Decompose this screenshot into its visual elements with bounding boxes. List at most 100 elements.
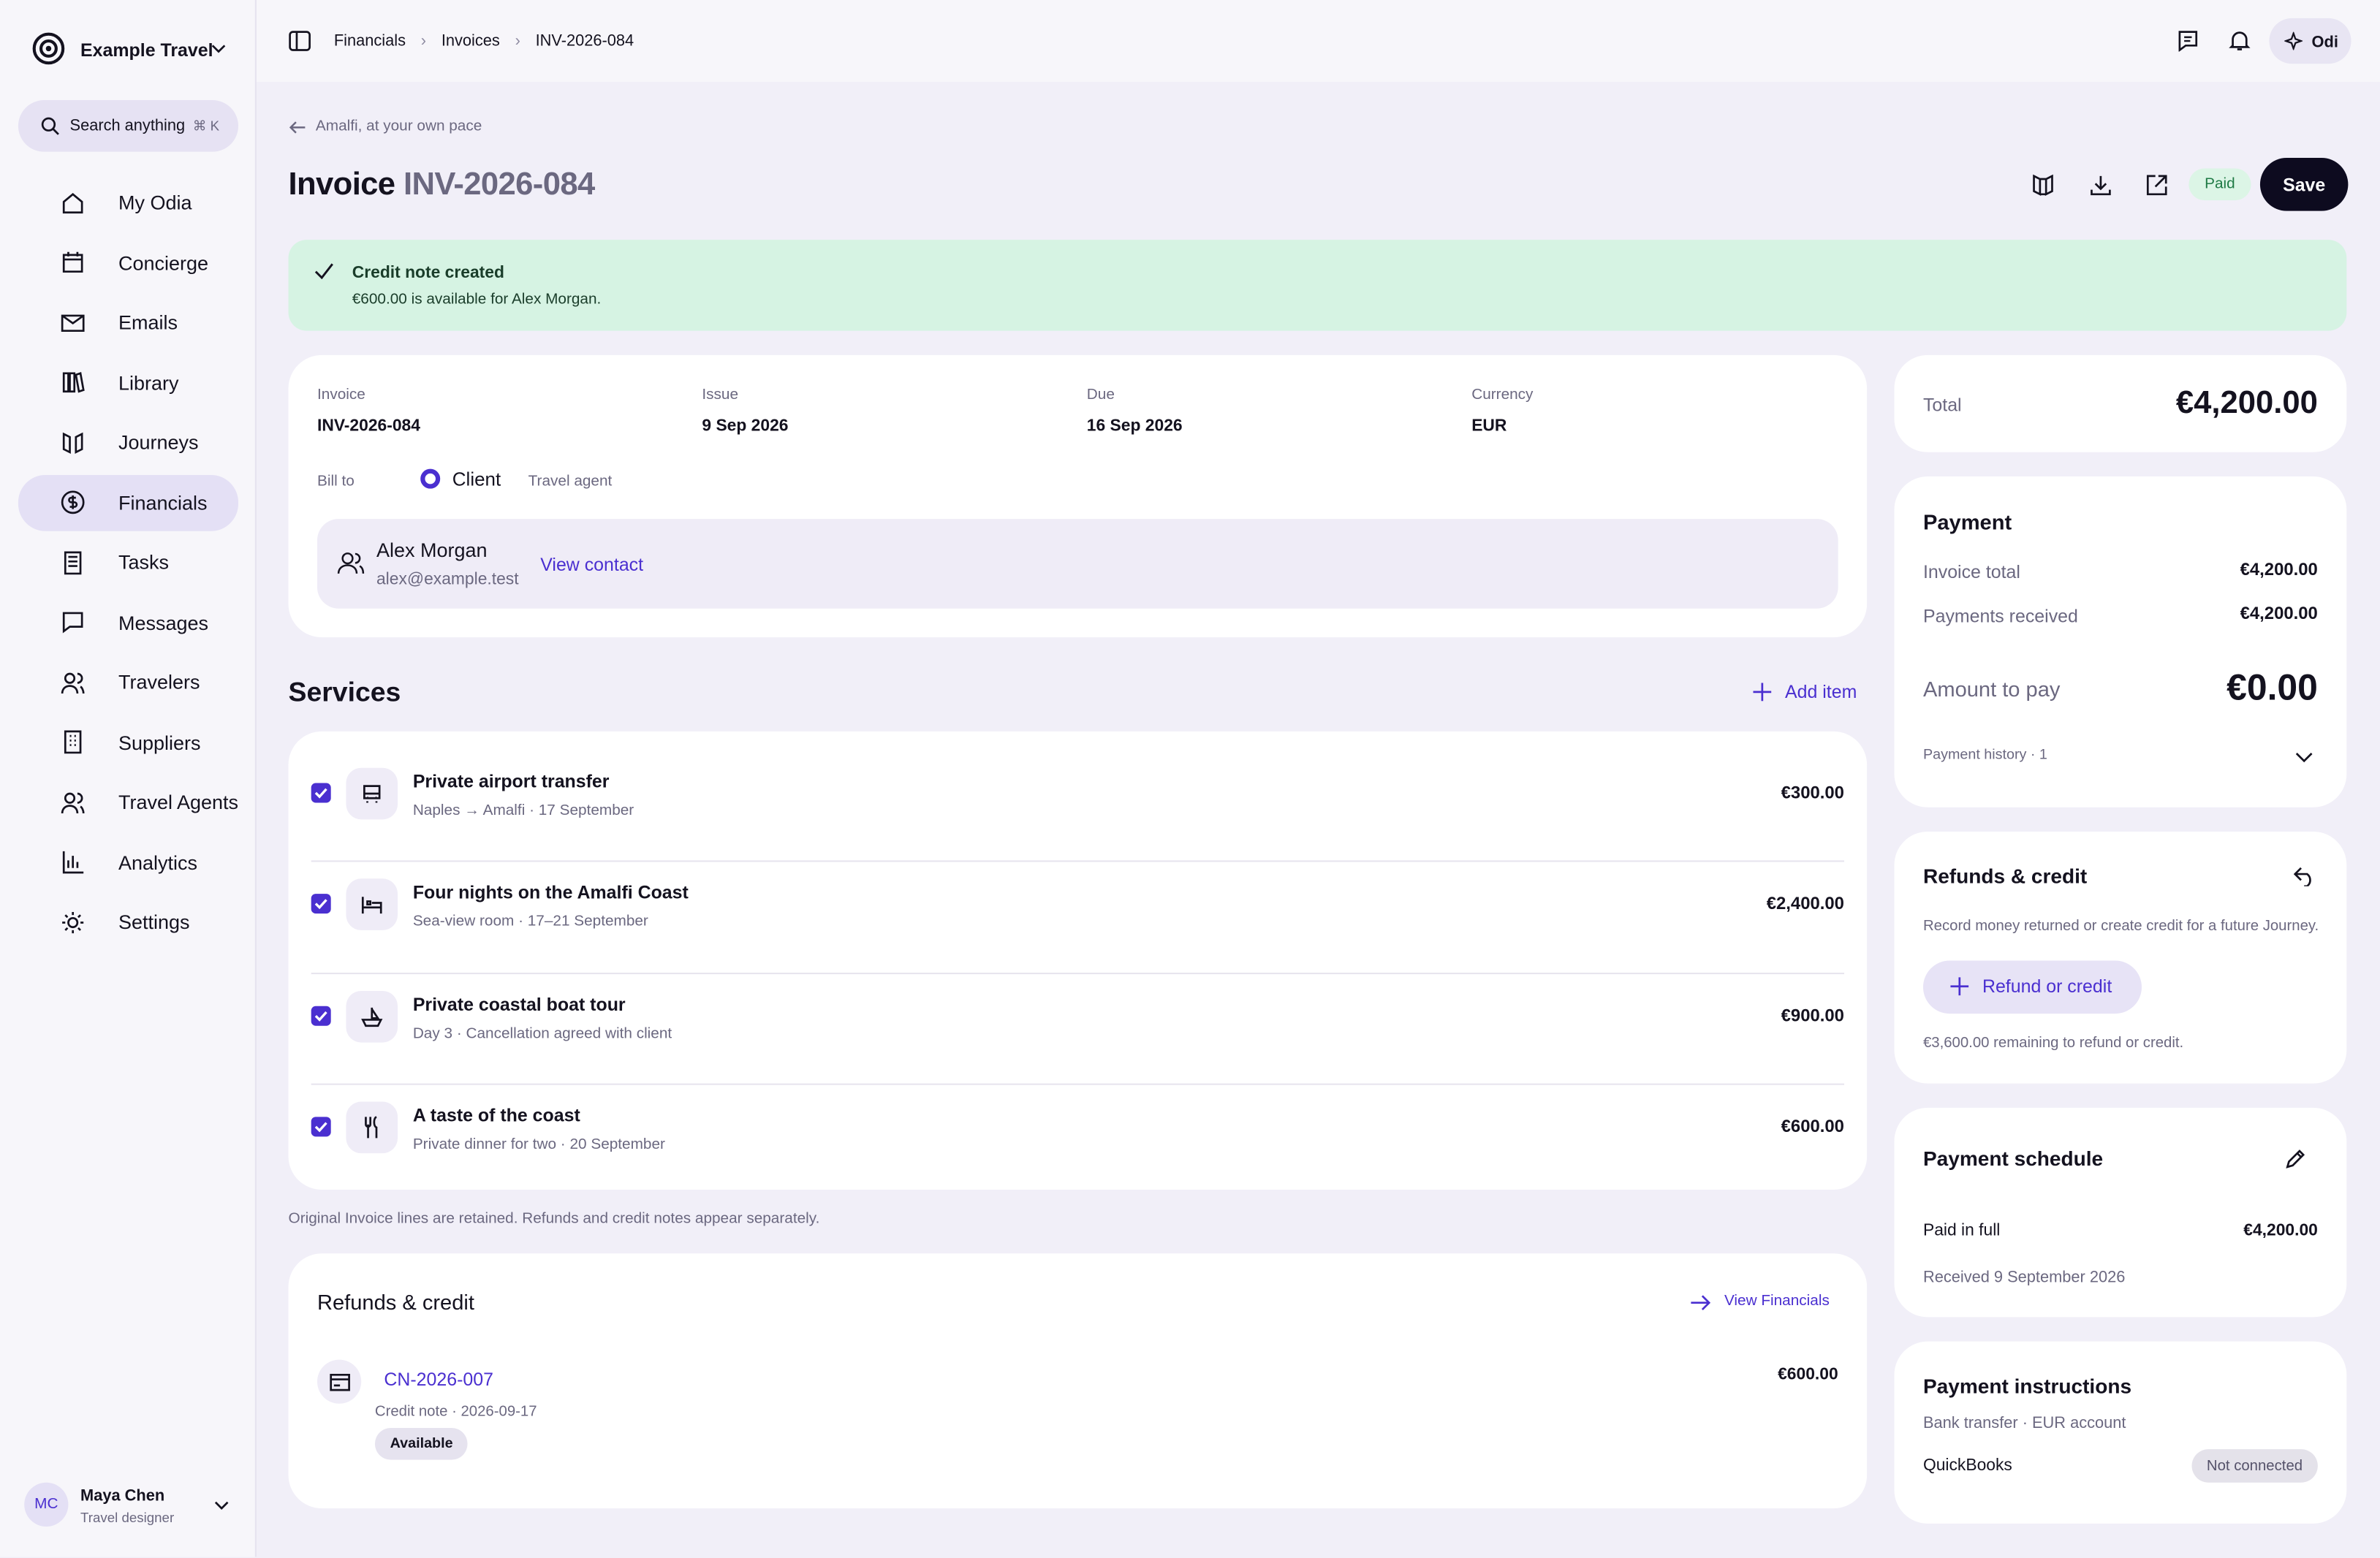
service-icon: [346, 990, 398, 1042]
search[interactable]: Search anything ⌘ K: [18, 100, 239, 152]
refund-button[interactable]: Refund or credit: [1922, 960, 2142, 1014]
service-detail: Private dinner for two · 20 September: [412, 1136, 665, 1153]
nav-item[interactable]: Emails: [18, 294, 238, 351]
add-item-button[interactable]: Add item: [1784, 681, 1857, 703]
checkbox[interactable]: [311, 894, 331, 914]
instructions-text: Bank transfer · EUR account: [1922, 1414, 2126, 1433]
nav-item[interactable]: Messages: [18, 594, 238, 650]
service-icon: [346, 1101, 398, 1153]
title-number: INV-2026-084: [403, 167, 595, 202]
service-glyph: [360, 1004, 384, 1028]
service-amount: €300.00: [1781, 784, 1844, 803]
add-icon[interactable]: [1753, 683, 1772, 702]
nav-icon: [39, 670, 100, 694]
checkbox[interactable]: [311, 783, 331, 803]
instructions-card: Payment instructions Bank transfer · EUR…: [1894, 1341, 2347, 1524]
brand-chevron[interactable]: [211, 42, 227, 55]
user-role: Travel designer: [80, 1510, 175, 1525]
crumb[interactable]: INV-2026-084: [535, 31, 634, 50]
view-contact-link[interactable]: View contact: [540, 553, 644, 576]
service-detail: Sea-view room · 17–21 September: [412, 913, 648, 931]
search-placeholder: Search anything: [69, 116, 186, 135]
avatar[interactable]: MC: [24, 1482, 69, 1527]
logo: [32, 32, 65, 65]
nav-label: Library: [118, 370, 179, 394]
service-glyph: [360, 1115, 384, 1139]
nav-item[interactable]: Travel Agents: [18, 774, 238, 830]
nav-icon: [39, 370, 100, 395]
service-icon: [346, 878, 398, 931]
bill-to-option[interactable]: Travel agent: [528, 473, 613, 490]
view-financials-link[interactable]: View Financials: [1724, 1293, 1830, 1310]
crumb[interactable]: Financials: [333, 31, 406, 50]
checkbox[interactable]: [311, 1117, 331, 1137]
credit-id[interactable]: CN-2026-007: [384, 1369, 493, 1391]
undo-icon[interactable]: [2293, 867, 2316, 886]
download-icon[interactable]: [2088, 173, 2112, 197]
payment-row-label: Payments received: [1922, 605, 2078, 627]
nav-icon: [39, 490, 100, 514]
nav-item[interactable]: Library: [18, 354, 238, 411]
schedule-note: Received 9 September 2026: [1922, 1268, 2126, 1287]
refunds-side-card: Refunds & credit Record money returned o…: [1894, 831, 2347, 1084]
radio-selected[interactable]: [420, 468, 441, 489]
credit-amount: €600.00: [1778, 1365, 1838, 1384]
view-financials-arrow[interactable]: [1691, 1294, 1712, 1311]
nav-item[interactable]: Tasks: [18, 534, 238, 590]
field-label: Invoice: [317, 387, 365, 404]
sidebar-toggle[interactable]: [289, 31, 311, 52]
search-icon: [41, 117, 59, 135]
schedule-label: Paid in full: [1922, 1221, 2001, 1240]
nav-label: Tasks: [118, 550, 169, 574]
history-chevron[interactable]: [2295, 751, 2313, 764]
back-arrow[interactable]: [289, 120, 307, 135]
nav-label: My Odia: [118, 191, 192, 214]
refunds-side-text: Record money returned or create credit f…: [1922, 918, 2319, 935]
field-label: Issue: [702, 387, 739, 404]
nav-item[interactable]: Suppliers: [18, 714, 238, 770]
field-label: Currency: [1471, 387, 1534, 404]
save-button[interactable]: Save: [2259, 157, 2349, 211]
assistant-icon: [2284, 31, 2303, 50]
nav-item[interactable]: Travelers: [18, 654, 238, 710]
row-divider: [311, 972, 1844, 974]
credit-status: Available: [374, 1428, 469, 1460]
contact-name: Alex Morgan: [376, 539, 488, 562]
crumb[interactable]: Invoices: [441, 31, 500, 50]
payment-row-label: Invoice total: [1922, 561, 2020, 583]
refunds-side-title: Refunds & credit: [1922, 864, 2088, 888]
nav-item[interactable]: Settings: [18, 894, 238, 950]
assistant-button[interactable]: Odi: [2269, 18, 2351, 64]
notifications-icon[interactable]: [2228, 28, 2251, 51]
nav-item[interactable]: Financials: [18, 474, 239, 531]
nav-item[interactable]: My Odia: [18, 175, 238, 231]
total-card: Total €4,200.00: [1894, 354, 2347, 452]
contact-icon: [337, 552, 365, 574]
alert-title: Credit note created: [352, 264, 504, 283]
services-card: Private airport transfer Naples → Amalfi …: [288, 731, 1868, 1190]
user-chevron[interactable]: [214, 1500, 230, 1512]
field-label: Due: [1086, 387, 1115, 404]
crumb-sep: ›: [515, 31, 520, 50]
edit-icon[interactable]: [2284, 1149, 2305, 1170]
contact-email: alex@example.test: [376, 570, 519, 589]
journey-icon[interactable]: [2031, 173, 2055, 197]
nav-item[interactable]: Analytics: [18, 834, 238, 890]
service-name: A taste of the coast: [412, 1104, 580, 1126]
field-value: INV-2026-084: [317, 417, 420, 436]
bill-to-option[interactable]: Client: [452, 468, 501, 490]
row-divider: [311, 861, 1844, 863]
checkbox[interactable]: [311, 1005, 331, 1025]
nav-item[interactable]: Concierge: [18, 235, 238, 291]
nav-label: Travelers: [118, 670, 200, 694]
payment-history[interactable]: Payment history · 1: [1922, 746, 2047, 764]
schedule-title: Payment schedule: [1922, 1147, 2104, 1171]
row-divider: [311, 1083, 1844, 1085]
messages-icon[interactable]: [2177, 28, 2199, 52]
service-detail: Day 3 · Cancellation agreed with client: [412, 1025, 672, 1042]
open-external-icon[interactable]: [2145, 173, 2169, 197]
service-amount: €900.00: [1781, 1006, 1844, 1025]
back-link[interactable]: Amalfi, at your own pace: [315, 118, 482, 135]
nav-item[interactable]: Journeys: [18, 414, 238, 471]
brand[interactable]: Example Travel: [80, 39, 213, 61]
